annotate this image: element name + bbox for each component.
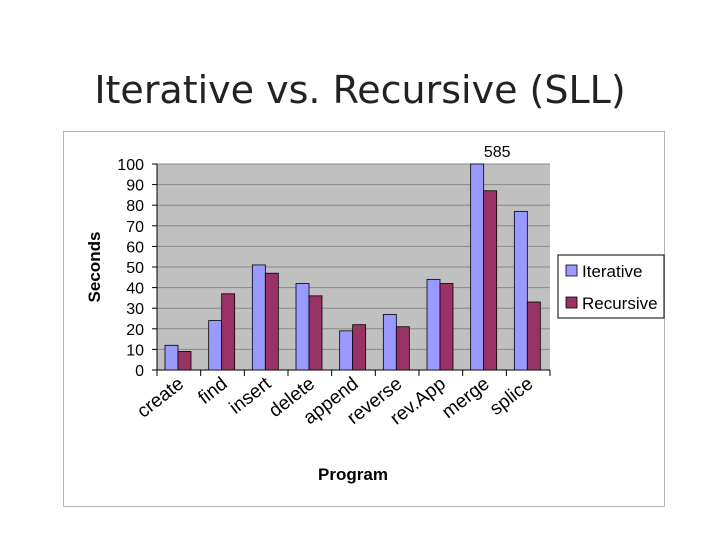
bar-recursive-find — [221, 293, 236, 371]
bars — [164, 163, 541, 371]
x-axis-title: Program — [318, 465, 388, 484]
bar-recursive-merge — [483, 190, 498, 371]
slide-title: Iterative vs. Recursive (SLL) — [94, 68, 626, 112]
y-tick-label: 50 — [126, 260, 144, 277]
legend: Iterative Recursive — [557, 254, 665, 319]
x-tick-label: splice — [486, 373, 537, 419]
bar-iterative-insert — [251, 264, 266, 371]
bar-iterative-create — [164, 344, 179, 371]
y-tick-label: 0 — [135, 363, 144, 380]
x-tick-label: insert — [226, 373, 276, 419]
x-axis: create findinsertdeleteappendreverserev.A… — [133, 370, 551, 429]
bar-recursive-append — [352, 324, 367, 371]
bar-recursive-create — [177, 351, 192, 371]
y-tick-label: 80 — [126, 198, 144, 215]
y-tick-label: 70 — [126, 219, 144, 236]
bar-iterative-append — [339, 330, 354, 371]
bar-iterative-merge — [470, 163, 485, 371]
y-tick-label: 40 — [126, 281, 144, 298]
bar-iterative-splice — [513, 210, 528, 371]
bar-recursive-reverse — [395, 326, 410, 371]
y-tick-label: 100 — [117, 157, 144, 174]
x-tick-label: merge — [438, 373, 493, 423]
y-axis-title: Seconds — [85, 232, 104, 303]
bar-iterative-find — [208, 320, 223, 371]
bar-iterative-delete — [295, 283, 310, 371]
bar-recursive-splice — [526, 301, 541, 371]
bar-iterative-reverse — [382, 313, 397, 371]
x-tick-label: create — [133, 373, 188, 422]
bar-iterative-revapp — [426, 278, 441, 371]
y-tick-label: 20 — [126, 322, 144, 339]
legend-swatch-recursive — [565, 296, 578, 309]
bar-recursive-revapp — [439, 283, 454, 371]
legend-swatch-iterative — [565, 264, 578, 277]
y-tick-label: 60 — [126, 239, 144, 256]
bar-recursive-insert — [264, 272, 279, 371]
annotations: 585 — [484, 144, 511, 161]
annotation-label: 585 — [484, 144, 511, 161]
bar-recursive-delete — [308, 295, 323, 371]
legend-label-iterative: Iterative — [582, 262, 642, 281]
y-tick-label: 30 — [126, 301, 144, 318]
legend-label-recursive: Recursive — [582, 294, 658, 313]
y-tick-label: 90 — [126, 178, 144, 195]
y-tick-label: 10 — [126, 342, 144, 359]
